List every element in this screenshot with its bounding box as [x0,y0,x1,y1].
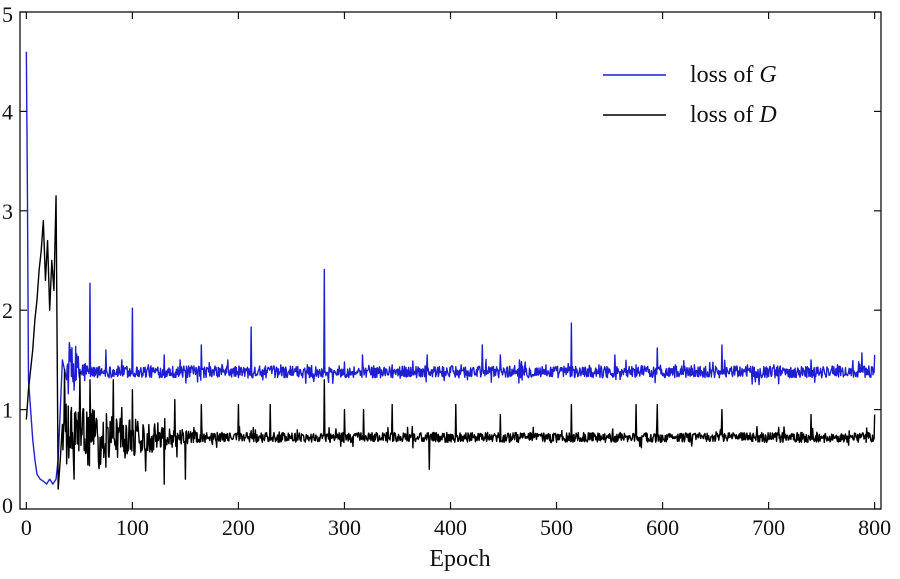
series-line-loss-g [25,51,876,485]
y-tick-label: 3 [2,199,13,224]
x-tick-label: 100 [116,515,149,540]
x-tick-label: 400 [434,515,467,540]
x-axis-ticks: 0 100 200 300 400 500 600 700 800 [21,12,891,540]
y-tick-label: 4 [2,99,13,124]
legend-prefix: loss of [690,62,759,88]
x-axis-label: Epoch [429,546,490,572]
x-tick-label: 800 [858,515,891,540]
x-tick-label: 500 [540,515,573,540]
y-axis-ticks: 0 1 2 3 4 5 [2,2,881,518]
y-tick-label: 0 [2,493,13,518]
x-tick-label: 300 [328,515,361,540]
legend-prefix: loss of [690,102,759,128]
legend-entry: loss of D [690,102,777,128]
y-tick-label: 1 [2,398,13,423]
plot-frame [19,11,882,510]
x-tick-label: 200 [222,515,255,540]
x-tick-label: 0 [21,515,32,540]
x-tick-label: 700 [752,515,785,540]
legend-entry: loss of G [690,62,777,88]
x-tick-label: 600 [646,515,679,540]
y-tick-label: 2 [2,298,13,323]
legend-var: D [758,102,776,128]
y-tick-label: 5 [2,2,13,27]
legend-var: G [759,62,776,88]
series-layer [25,51,876,490]
series-line-loss-d [25,195,876,490]
